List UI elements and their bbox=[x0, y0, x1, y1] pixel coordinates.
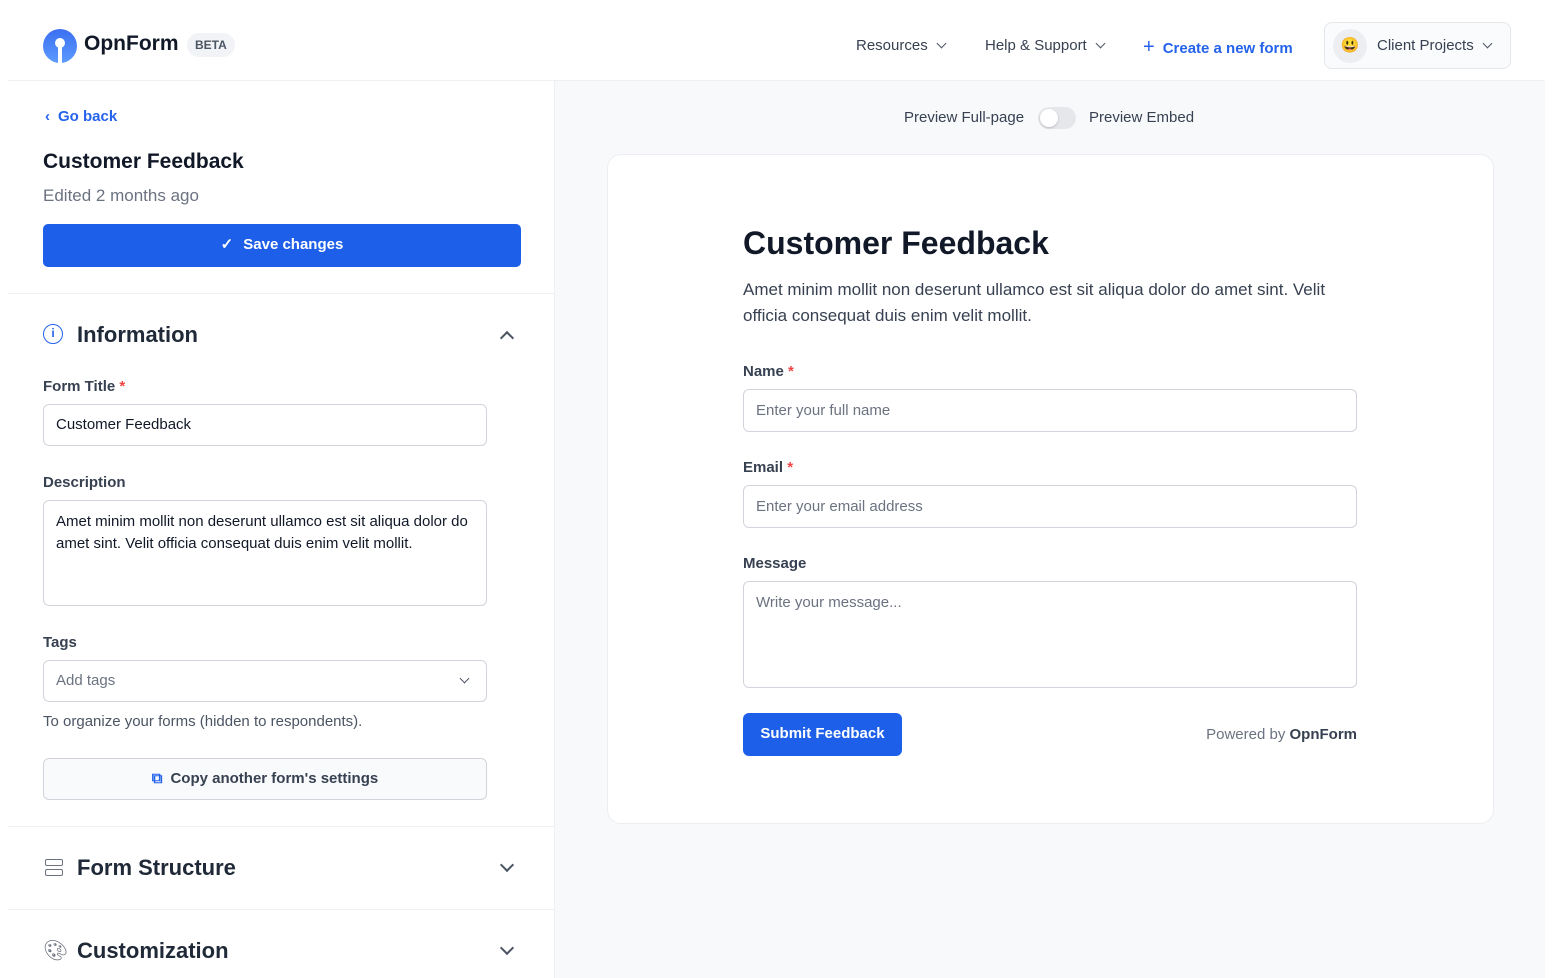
chevron-down-icon bbox=[936, 38, 947, 49]
check-icon: ✓ bbox=[220, 236, 234, 253]
resources-menu[interactable]: Resources bbox=[856, 37, 947, 54]
resources-label: Resources bbox=[856, 37, 928, 54]
plus-icon: + bbox=[1143, 36, 1155, 58]
create-form-link[interactable]: + Create a new form bbox=[1143, 36, 1293, 59]
name-label: Name * bbox=[743, 363, 794, 380]
powered-by-link[interactable]: Powered by OpnForm bbox=[1206, 726, 1357, 743]
form-title-input[interactable]: Customer Feedback bbox=[43, 404, 487, 446]
preview-full-page-label: Preview Full-page bbox=[904, 109, 1025, 126]
preview-panel: Preview Full-page Preview Embed Customer… bbox=[555, 81, 1545, 978]
name-input[interactable]: Enter your full name bbox=[743, 389, 1357, 432]
description-label: Description bbox=[43, 474, 126, 491]
editor-sidebar: ‹ Go back Customer Feedback Edited 2 mont… bbox=[8, 81, 555, 978]
beta-badge: BETA bbox=[187, 33, 235, 57]
information-section-heading[interactable]: Information bbox=[77, 322, 198, 347]
form-title-heading: Customer Feedback bbox=[43, 150, 244, 173]
customization-section-heading[interactable]: Customization bbox=[77, 938, 229, 963]
copy-settings-button[interactable]: ⧉ Copy another form's settings bbox=[43, 758, 487, 800]
workspace-emoji-icon: 😃 bbox=[1333, 29, 1367, 63]
email-label: Email * bbox=[743, 459, 794, 476]
chevron-left-icon: ‹ bbox=[45, 108, 50, 125]
chevron-down-icon bbox=[459, 673, 470, 684]
palette-icon: 🎨︎ bbox=[43, 940, 69, 962]
chevron-up-icon[interactable] bbox=[499, 330, 515, 346]
chevron-down-icon bbox=[1482, 38, 1493, 49]
form-preview-card: Customer Feedback Amet minim mollit non … bbox=[607, 154, 1494, 824]
top-nav: OpnForm BETA Resources Help & Support + C… bbox=[8, 0, 1545, 81]
form-structure-section-heading[interactable]: Form Structure bbox=[77, 855, 236, 880]
copy-icon: ⧉ bbox=[151, 770, 163, 787]
email-input[interactable]: Enter your email address bbox=[743, 485, 1357, 528]
create-form-label: Create a new form bbox=[1162, 40, 1293, 57]
tags-label: Tags bbox=[43, 634, 77, 651]
edited-timestamp: Edited 2 months ago bbox=[43, 186, 199, 205]
brand-name[interactable]: OpnForm bbox=[84, 32, 179, 55]
help-label: Help & Support bbox=[985, 37, 1087, 54]
chevron-down-icon bbox=[1095, 38, 1106, 49]
form-structure-icon bbox=[45, 859, 63, 866]
preview-form-title: Customer Feedback bbox=[743, 225, 1049, 261]
go-back-link[interactable]: ‹ Go back bbox=[45, 108, 118, 125]
description-textarea[interactable]: Amet minim mollit non deserunt ullamco e… bbox=[43, 500, 487, 606]
form-structure-icon-part bbox=[45, 869, 63, 876]
chevron-down-icon[interactable] bbox=[499, 857, 515, 873]
tags-select[interactable]: Add tags bbox=[43, 660, 487, 702]
opnform-logo-icon[interactable] bbox=[43, 29, 77, 63]
workspace-selector[interactable]: 😃 Client Projects bbox=[1324, 22, 1511, 69]
message-textarea[interactable]: Write your message... bbox=[743, 581, 1357, 688]
info-icon: i bbox=[43, 324, 63, 344]
tags-help-text: To organize your forms (hidden to respon… bbox=[43, 713, 363, 730]
save-changes-button[interactable]: ✓ Save changes bbox=[43, 224, 521, 267]
message-label: Message bbox=[743, 555, 807, 572]
preview-form-description: Amet minim mollit non deserunt ullamco e… bbox=[743, 280, 1326, 325]
submit-feedback-button[interactable]: Submit Feedback bbox=[743, 713, 902, 756]
chevron-down-icon[interactable] bbox=[499, 940, 515, 956]
preview-embed-label: Preview Embed bbox=[1089, 109, 1195, 126]
form-title-label: Form Title * bbox=[43, 378, 126, 395]
help-support-menu[interactable]: Help & Support bbox=[985, 37, 1106, 54]
workspace-name: Client Projects bbox=[1377, 37, 1493, 54]
preview-mode-toggle[interactable] bbox=[1038, 107, 1076, 129]
